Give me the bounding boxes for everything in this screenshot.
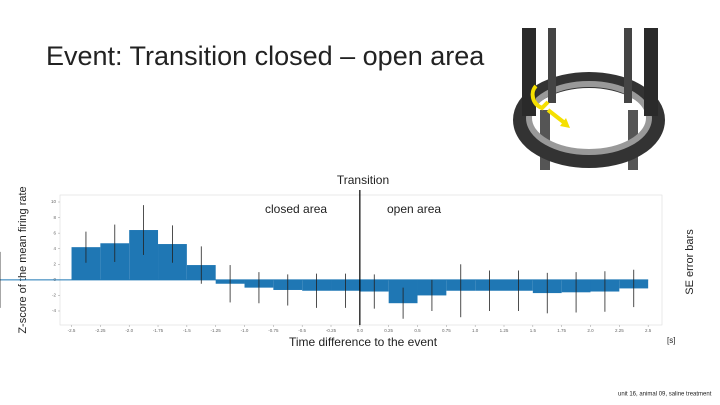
y-tick-label: 6 xyxy=(53,230,56,235)
x-axis-label: Time difference to the event xyxy=(289,335,438,349)
slide-title: Event: Transition closed – open area xyxy=(46,41,485,71)
x-tick-label: 0.75 xyxy=(442,328,451,333)
x-unit: [s] xyxy=(667,336,675,345)
x-tick-label: 2.0 xyxy=(587,328,594,333)
y-tick-label: -2 xyxy=(52,293,56,298)
region-label: open area xyxy=(387,202,441,216)
x-tick-label: -1.0 xyxy=(241,328,249,333)
y-tick-label: -4 xyxy=(52,308,56,313)
x-tick-label: 1.75 xyxy=(557,328,566,333)
x-tick-label: -2.5 xyxy=(68,328,76,333)
maze-illustration xyxy=(513,28,665,170)
x-tick-label: -2.0 xyxy=(125,328,133,333)
x-tick-label: 1.25 xyxy=(500,328,509,333)
region-label: closed area xyxy=(265,202,327,216)
x-tick-label: 0.5 xyxy=(414,328,421,333)
y-tick-label: 4 xyxy=(53,246,56,251)
x-tick-label: -1.75 xyxy=(153,328,164,333)
y2-axis-label: SE error bars xyxy=(684,229,696,295)
x-tick-label: 0.25 xyxy=(384,328,393,333)
x-tick-label: 1.5 xyxy=(530,328,537,333)
x-tick-label: -0.25 xyxy=(326,328,337,333)
x-tick-label: -0.75 xyxy=(268,328,279,333)
x-tick-label: -1.5 xyxy=(183,328,191,333)
y-tick-label: 10 xyxy=(51,199,57,204)
x-tick-label: 2.25 xyxy=(615,328,624,333)
plot-frame xyxy=(59,194,663,326)
y-tick-label: 2 xyxy=(53,261,56,266)
x-tick-label: -2.25 xyxy=(95,328,106,333)
x-tick-label: -1.25 xyxy=(211,328,222,333)
annotation-label: Transition xyxy=(337,173,389,187)
x-tick-label: -0.5 xyxy=(298,328,306,333)
x-tick-label: 1.0 xyxy=(472,328,479,333)
x-tick-label: 0.0 xyxy=(357,328,364,333)
x-tick-label: 2.5 xyxy=(645,328,652,333)
y-tick-label: 8 xyxy=(53,215,56,220)
y-axis-label: Z-score of the mean firing rate xyxy=(17,186,29,333)
footnote: unit 16, animal 09, saline treatment xyxy=(618,392,712,398)
